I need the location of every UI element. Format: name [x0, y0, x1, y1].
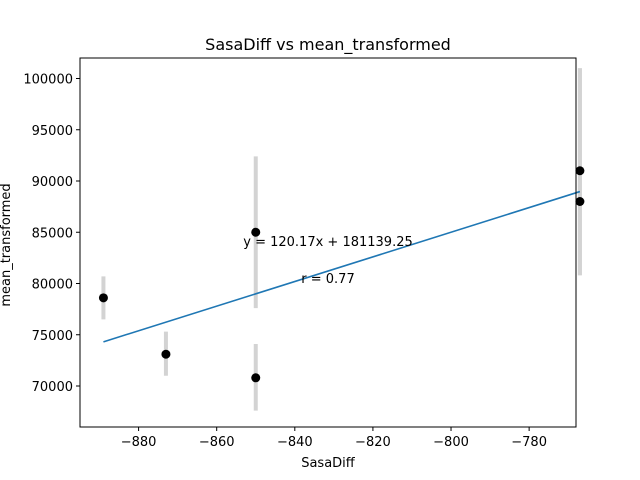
data-points [98, 166, 585, 383]
y-tick-label: 70000 [32, 380, 73, 395]
regression-equation: y = 120.17x + 181139.25 [243, 235, 413, 250]
x-axis-ticks: −880 −860 −840 −820 −800 −780 [121, 427, 547, 450]
y-tick-label: 100000 [23, 73, 73, 88]
y-tick-label: 95000 [32, 124, 73, 139]
data-point [575, 166, 585, 176]
y-tick-label: 85000 [32, 226, 73, 241]
fit-line-group [103, 190, 581, 343]
data-point [98, 293, 108, 303]
data-point [575, 197, 585, 206]
plot-frame [79, 57, 577, 428]
x-tick-label: −860 [199, 435, 235, 450]
y-axis-ticks: 70000 75000 80000 85000 90000 95000 100000 [23, 73, 80, 395]
x-tick-label: −880 [121, 435, 157, 450]
y-tick-label: 80000 [32, 278, 73, 293]
x-axis-label: SasaDiff [301, 456, 356, 471]
x-tick-label: −780 [511, 435, 547, 450]
y-tick-label: 90000 [32, 175, 73, 190]
data-point [251, 373, 261, 383]
data-point [161, 349, 171, 359]
x-tick-label: −800 [433, 435, 469, 450]
annotations: y = 120.17x + 181139.25 r = 0.77 [243, 235, 413, 287]
y-tick-label: 75000 [32, 329, 73, 344]
correlation-label: r = 0.77 [301, 272, 354, 287]
fit-line [103, 190, 581, 343]
chart-title: SasaDiff vs mean_transformed [205, 35, 451, 55]
y-axis-label: mean_transformed [0, 183, 14, 306]
x-tick-label: −820 [355, 435, 391, 450]
x-tick-label: −840 [277, 435, 313, 450]
data-point [251, 227, 261, 237]
